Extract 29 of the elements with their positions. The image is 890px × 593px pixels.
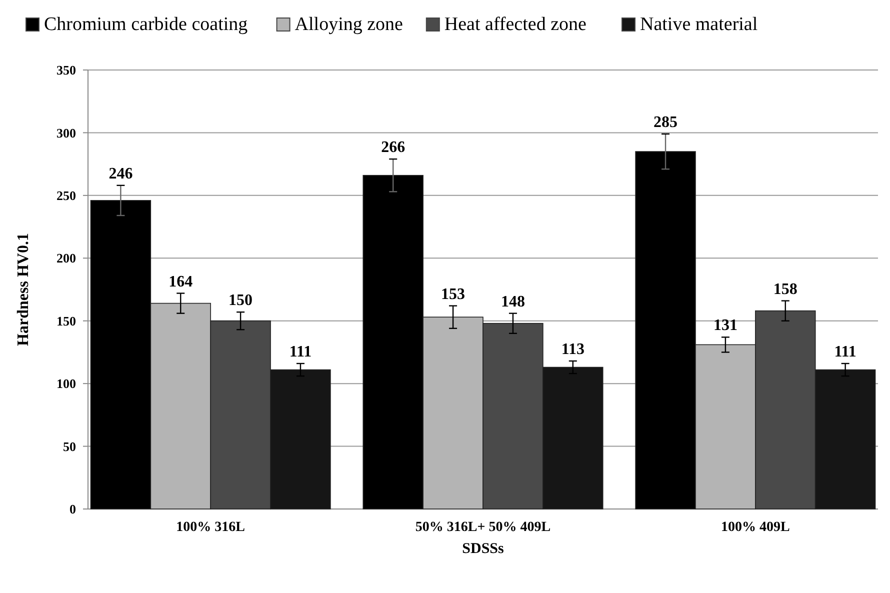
data-label: 158 [773, 280, 798, 298]
y-tick-label: 250 [56, 188, 76, 203]
legend-label: Alloying zone [294, 14, 403, 35]
y-tick-label: 300 [56, 125, 76, 140]
y-axis-title: Hardness HV0.1 [15, 233, 32, 346]
data-label: 246 [108, 165, 133, 182]
data-label: 266 [381, 139, 406, 156]
y-tick-label: 200 [56, 250, 76, 266]
legend-label: Chromium carbide coating [44, 14, 248, 35]
data-label: 111 [834, 344, 856, 361]
data-label: 131 [713, 317, 738, 334]
data-label: 150 [228, 292, 253, 310]
y-tick-label: 350 [56, 62, 76, 78]
data-label: 153 [441, 286, 466, 303]
x-tick-label: 50% 316L+ 50% 409L [415, 520, 551, 535]
legend-label: Heat affected zone [444, 14, 586, 35]
data-label: 111 [289, 344, 312, 361]
y-tick-label: 150 [56, 313, 76, 328]
x-tick-label: 100% 409L [720, 520, 790, 535]
y-tick-label: 100 [56, 376, 76, 392]
y-tick-label: 0 [70, 502, 76, 517]
x-tick-label: 100% 316L [176, 520, 246, 535]
x-axis-title: SDSSs [462, 541, 504, 557]
data-label: 148 [500, 293, 525, 310]
y-tick-label: 50 [63, 438, 76, 454]
legend-label: Native material [640, 14, 758, 35]
data-label: 164 [168, 273, 193, 290]
data-label: 113 [561, 340, 584, 358]
data-label: 285 [654, 114, 678, 131]
